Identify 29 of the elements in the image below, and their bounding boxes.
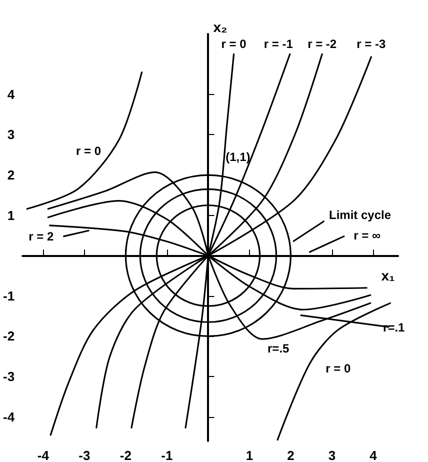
annotation: r = -2 xyxy=(308,37,337,52)
y-tick-label: 4 xyxy=(7,86,16,102)
x-tick-label: -1 xyxy=(161,448,173,462)
y-tick-label: -1 xyxy=(2,288,15,304)
x-tick-label: -4 xyxy=(37,448,50,462)
x-axis-title: x₁ xyxy=(381,268,395,284)
x-tick-label: -2 xyxy=(120,448,132,462)
annotation: r = 2 xyxy=(28,229,54,244)
x-tick-label: 2 xyxy=(287,448,294,462)
annotation: r=.5 xyxy=(268,341,290,356)
x-tick-label: 4 xyxy=(370,448,378,462)
y-axis-title: x₂ xyxy=(213,19,228,35)
annotation: (1,1) xyxy=(226,150,250,164)
y-tick-label: -4 xyxy=(2,409,16,424)
annotation: Limit cycle xyxy=(328,208,392,222)
y-tick-label: 2 xyxy=(7,168,15,183)
y-tick-label: 1 xyxy=(7,208,15,223)
x-tick-label: 3 xyxy=(328,448,336,462)
annotation: r = 0 xyxy=(221,37,247,52)
y-tick-label: 3 xyxy=(7,127,15,142)
annotation: r = -3 xyxy=(356,37,386,52)
annotation: r = 0 xyxy=(326,361,352,376)
x-tick-label: -3 xyxy=(78,448,90,462)
y-tick-label: -2 xyxy=(2,328,15,344)
annotation: r = ∞ xyxy=(354,228,381,242)
annotation: r = -1 xyxy=(264,37,294,52)
annotation: r = 0 xyxy=(76,144,102,158)
y-tick-label: -3 xyxy=(2,369,15,384)
x-tick-label: 1 xyxy=(246,448,254,462)
